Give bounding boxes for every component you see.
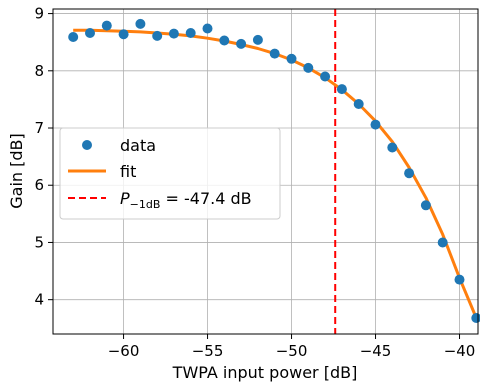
data-point <box>471 313 480 323</box>
data-point <box>303 62 314 73</box>
x-tick-label: −50 <box>276 342 308 360</box>
y-tick-label: 6 <box>34 176 44 194</box>
data-point <box>118 29 129 40</box>
y-tick-label: 8 <box>34 62 44 80</box>
legend-fit-label: fit <box>120 162 136 181</box>
data-point <box>420 200 431 211</box>
data-points-layer <box>68 18 480 323</box>
y-tick-label: 7 <box>34 119 44 137</box>
x-tick-label: −55 <box>192 342 224 360</box>
data-point <box>236 38 247 49</box>
x-tick-label: −60 <box>108 342 140 360</box>
data-point <box>252 34 263 45</box>
data-point <box>286 53 297 64</box>
data-point <box>152 30 163 41</box>
data-point <box>437 237 448 248</box>
plot-frame <box>52 8 479 335</box>
legend-data-marker <box>82 140 92 150</box>
legend-p1db-label: P−1dB = -47.4 dB <box>120 189 252 211</box>
legend-box <box>59 127 281 220</box>
data-point <box>336 84 347 95</box>
data-point <box>320 71 331 82</box>
data-point <box>135 18 146 29</box>
x-axis-ticks: −60 −55 −50 −45 −40 <box>108 334 476 360</box>
data-point <box>168 28 179 39</box>
data-point <box>353 99 364 109</box>
x-axis-label: TWPA input power [dB] <box>172 363 358 382</box>
legend-p1db-symbol: P <box>120 189 130 208</box>
legend-p1db-value: = -47.4 dB <box>160 189 251 208</box>
legend: data fit P−1dB = -47.4 dB <box>59 127 281 220</box>
data-point <box>101 20 112 31</box>
data-point <box>68 32 79 42</box>
data-point <box>219 35 230 46</box>
data-point <box>269 48 280 59</box>
data-point <box>85 28 95 38</box>
x-tick-label: −40 <box>444 342 476 360</box>
y-axis-ticks: 4 5 6 7 8 9 <box>34 5 53 309</box>
y-tick-label: 9 <box>34 5 44 23</box>
legend-data-label: data <box>120 136 156 155</box>
data-point <box>202 23 213 34</box>
data-point <box>387 142 398 153</box>
data-point <box>404 168 415 179</box>
y-axis-label: Gain [dB] <box>7 133 26 209</box>
y-tick-label: 5 <box>34 233 44 251</box>
data-point <box>185 28 196 38</box>
legend-p1db-subscript: −1dB <box>130 198 161 211</box>
data-point <box>454 274 465 285</box>
x-tick-label: −45 <box>360 342 392 360</box>
y-tick-label: 4 <box>34 291 44 309</box>
data-point <box>370 119 381 130</box>
